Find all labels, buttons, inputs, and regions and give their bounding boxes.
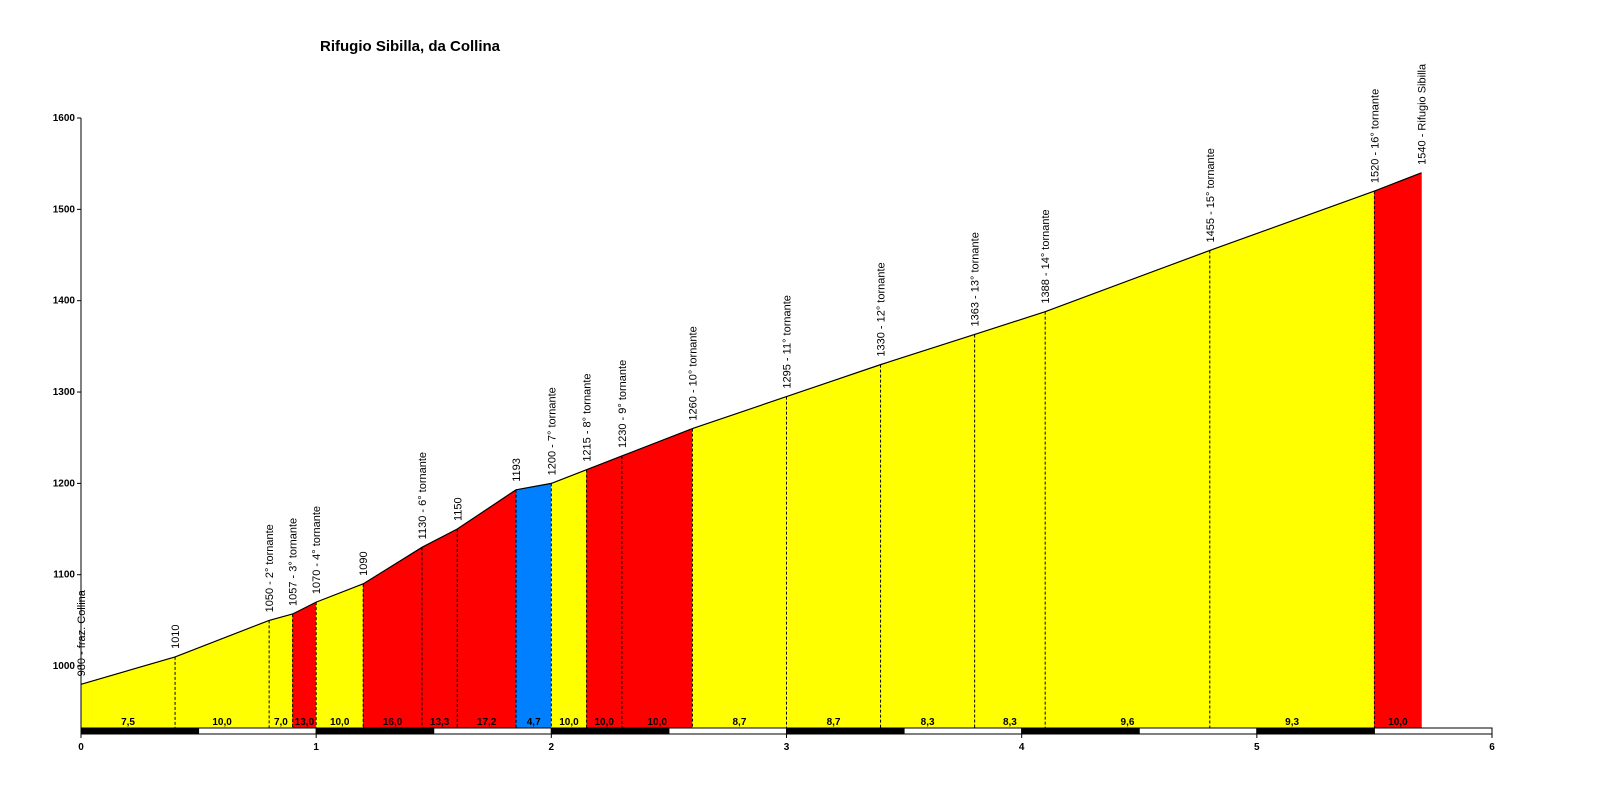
gradient-label: 17,2 bbox=[477, 717, 497, 728]
profile-line bbox=[80, 172, 1422, 685]
point-label: 1200 - 7° tornante bbox=[546, 387, 558, 475]
x-tick-label: 2 bbox=[549, 742, 555, 753]
gradient-label: 8,3 bbox=[1003, 717, 1017, 728]
gradient-label: 9,3 bbox=[1285, 717, 1299, 728]
gradient-label: 4,7 bbox=[527, 717, 541, 728]
point-label: 1010 bbox=[170, 624, 182, 648]
y-tick-label: 1300 bbox=[53, 387, 76, 398]
segment-area bbox=[174, 619, 270, 731]
point-label: 1295 - 11° tornante bbox=[782, 295, 794, 388]
gradient-label: 16,0 bbox=[383, 717, 403, 728]
x-tick-label: 1 bbox=[313, 742, 319, 753]
segment-area bbox=[362, 546, 423, 731]
segment-area bbox=[268, 613, 293, 731]
x-scale-bar-segment bbox=[1256, 727, 1375, 735]
segment-area bbox=[621, 428, 693, 731]
point-label: 1150 bbox=[452, 497, 464, 521]
gradient-label: 10,0 bbox=[330, 717, 350, 728]
segment-area bbox=[456, 489, 517, 731]
segment-area bbox=[1209, 190, 1375, 731]
x-tick-label: 4 bbox=[1019, 742, 1025, 753]
x-scale-bar-segment bbox=[433, 727, 552, 735]
chart-title: Rifugio Sibilla, da Collina bbox=[320, 38, 501, 55]
segment-area bbox=[786, 364, 881, 731]
y-tick-label: 1100 bbox=[53, 570, 75, 581]
segment-area bbox=[586, 455, 623, 731]
x-scale-bar-segment bbox=[903, 727, 1023, 735]
gradient-label: 9,6 bbox=[1121, 717, 1135, 728]
x-axis: 0 1 2 3 4 5 6 bbox=[78, 727, 1495, 753]
gradient-label: 10,0 bbox=[595, 717, 615, 728]
segment-dividers bbox=[174, 191, 1375, 730]
point-label: 1230 - 9° tornante bbox=[617, 360, 629, 448]
segment-area bbox=[551, 469, 587, 731]
x-scale-bar-segment bbox=[198, 727, 317, 735]
point-label: 1050 - 2° tornante bbox=[264, 524, 276, 612]
x-scale-bar-segment bbox=[1373, 727, 1493, 735]
point-label: 1215 - 8° tornante bbox=[582, 373, 594, 461]
x-scale-bar-segment bbox=[80, 727, 200, 735]
segment-area bbox=[421, 528, 458, 731]
x-tick-label: 5 bbox=[1254, 742, 1260, 753]
gradient-label: 8,3 bbox=[921, 717, 935, 728]
x-scale-bar-segment bbox=[550, 727, 670, 735]
point-label: 1520 - 16° tornante bbox=[1369, 89, 1381, 183]
x-scale-bar-segment bbox=[786, 727, 905, 735]
x-tick-label: 6 bbox=[1489, 742, 1495, 753]
point-label: 1260 - 10° tornante bbox=[687, 326, 699, 420]
point-labels: 980 - fraz. Collina 1010 1050 - 2° tornant… bbox=[76, 63, 1428, 676]
point-label: 1455 - 15° tornante bbox=[1205, 148, 1217, 242]
gradient-label: 7,5 bbox=[121, 717, 135, 728]
gradient-label: 10,0 bbox=[647, 717, 667, 728]
gradient-label: 10,0 bbox=[212, 717, 232, 728]
x-scale-bar-segment bbox=[1138, 727, 1258, 735]
segment-area bbox=[315, 583, 364, 731]
y-axis: 1000 1100 1200 1300 1400 1500 1600 bbox=[53, 113, 82, 730]
gradient-label: 10,0 bbox=[559, 717, 579, 728]
segment-area bbox=[1044, 250, 1211, 731]
point-label: 1193 bbox=[511, 458, 523, 482]
x-scale-bar-segment bbox=[668, 727, 788, 735]
gradient-label: 7,0 bbox=[274, 717, 288, 728]
x-tick-label: 0 bbox=[78, 742, 84, 753]
segment-area bbox=[515, 483, 552, 731]
segment-area bbox=[974, 311, 1046, 731]
segment-area bbox=[292, 601, 317, 731]
gradient-label: 8,7 bbox=[827, 717, 841, 728]
segment-area bbox=[692, 396, 787, 731]
point-label: 1057 - 3° tornante bbox=[288, 518, 300, 606]
x-scale-bar-segment bbox=[1021, 727, 1140, 735]
y-tick-label: 1200 bbox=[53, 478, 76, 489]
segment-area bbox=[880, 334, 975, 731]
segment-areas bbox=[80, 172, 1422, 731]
gradient-label: 13,0 bbox=[295, 717, 315, 728]
point-label: 1090 bbox=[358, 551, 370, 575]
gradient-labels: 7,5 10,0 7,0 13,0 10,0 16,0 13,3 17,2 4,7 10,0 10,… bbox=[121, 717, 1408, 728]
gradient-label: 8,7 bbox=[733, 717, 747, 728]
point-label: 1363 - 13° tornante bbox=[970, 232, 982, 326]
point-label: 1130 - 6° tornante bbox=[417, 452, 429, 539]
y-tick-label: 1000 bbox=[53, 661, 76, 672]
x-scale-bar-segment bbox=[315, 727, 435, 735]
y-tick-label: 1400 bbox=[53, 296, 76, 307]
gradient-label: 10,0 bbox=[1388, 717, 1408, 728]
gradient-label: 13,3 bbox=[430, 717, 450, 728]
point-label: 1388 - 14° tornante bbox=[1040, 209, 1052, 303]
point-label: 1540 - Rifugio Sibilla bbox=[1416, 63, 1428, 165]
segment-area bbox=[1374, 172, 1422, 731]
y-tick-label: 1500 bbox=[53, 204, 76, 215]
point-label: 980 - fraz. Collina bbox=[76, 589, 88, 676]
profile-line-group bbox=[80, 172, 1422, 685]
y-tick-label: 1600 bbox=[53, 113, 76, 124]
x-tick-label: 3 bbox=[784, 742, 790, 753]
point-label: 1070 - 4° tornante bbox=[311, 506, 323, 594]
point-label: 1330 - 12° tornante bbox=[876, 262, 888, 356]
